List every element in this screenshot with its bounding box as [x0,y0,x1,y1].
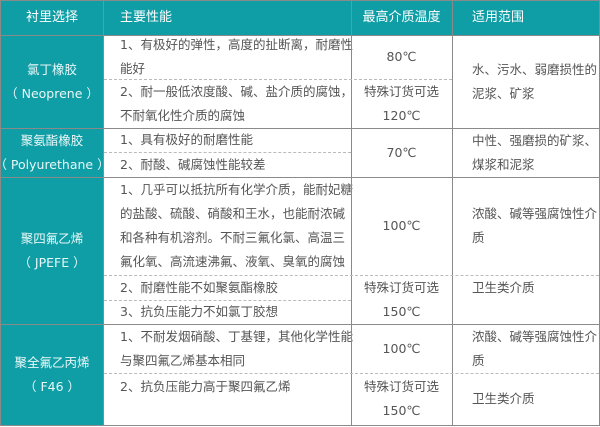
header-text: 主要性能 [120,10,173,25]
temperature-cell: 70℃ [351,128,452,177]
lining-code: （ F46 ） [23,378,81,394]
lining-name: 聚全氟乙丙烯 [14,354,90,370]
dashed-divider [104,300,351,301]
text-line: 卫生类介质 [472,391,535,406]
text-line: 特殊订货可选 [363,379,439,394]
application-cell: 卫生类介质 [452,373,599,425]
header-properties: 主要性能 [103,1,351,35]
lining-name: 聚四氟乙烯 [20,230,84,246]
text-line: 卫生类介质 [472,279,535,295]
property-cell: 3、抗负压能力不如氯丁胶想 [103,300,351,324]
text-line: 中性、强磨损的矿浆、 [472,132,598,148]
property-cell: 1、不耐发烟硝酸、丁基锂，其他化学性能 与聚四氟乙烯基本相同 [103,324,353,373]
application-cell: 浓酸、碱等强腐蚀性介质 [452,177,599,275]
temperature-cell: 100℃ [351,177,452,275]
text-line: 1、有极好的弹性，高度的扯断离，耐磨性 [120,37,353,52]
text-line: 2、耐酸、碱腐蚀性能较差 [120,156,266,172]
border [0,324,600,325]
border [0,177,600,178]
text-line: 70℃ [386,144,417,160]
property-cell: 2、耐一般低浓度酸、碱、盐介质的腐蚀， 不耐氧化性介质的腐蚀 [103,79,353,128]
application-cell: 中性、强磨损的矿浆、 煤浆和泥浆 [452,128,599,177]
text-line: 150℃ [382,403,421,418]
property-cell: 2、耐磨性能不如聚氨酯橡胶 [103,275,351,300]
header-lining: 衬里选择 [1,1,103,35]
lining-code: （ JPEFE ） [18,254,86,270]
text-line: 100℃ [382,218,421,233]
text-line: 80℃ [386,49,417,64]
lining-ptfe: 聚四氟乙烯 （ JPEFE ） [1,177,103,324]
lining-polyurethane: 聚氨酯橡胶 （ Polyurethane ） [0,128,110,177]
text-line: 3、抗负压能力不如氯丁胶想 [120,304,278,319]
header-text: 衬里选择 [25,10,78,25]
lining-f46: 聚全氟乙丙烯 （ F46 ） [1,324,103,425]
border [0,425,600,426]
header-application: 适用范围 [452,1,599,35]
text-line: 氟化氧、高流速沸氟、液氧、臭氧的腐蚀 [120,254,346,269]
border [0,35,600,36]
border [0,128,600,129]
text-line: 不耐氧化性介质的腐蚀 [120,107,246,123]
text-line: 煤浆和泥浆 [472,156,535,172]
text-line: 100℃ [382,340,421,356]
property-cell: 2、抗负压能力高于聚四氟乙烯 [103,373,351,425]
header-temperature: 最高介质温度 [351,1,452,35]
text-line: 的盐酸、硫酸、硝酸和王水，也能耐浓碱 [120,206,346,221]
border [452,0,453,426]
property-cell: 1、具有极好的耐磨性能 [103,128,351,152]
text-line: 120℃ [382,107,421,123]
text-line: 和各种有机溶剂。不耐三氟化氯、高温三 [120,230,346,245]
temperature-cell: 100℃ [351,324,452,373]
border [103,0,104,426]
border [351,0,352,426]
dashed-divider [104,373,599,374]
text-line: 2、耐磨性能不如聚氨酯橡胶 [120,279,278,295]
text-line: 质 [472,230,485,245]
header-text: 最高介质温度 [362,10,441,25]
text-line: 1、不耐发烟硝酸、丁基锂，其他化学性能 [120,328,353,344]
dashed-divider [104,79,452,80]
border [0,0,1,426]
dashed-divider [104,275,599,276]
text-line: 150℃ [382,303,421,319]
border [0,0,600,1]
text-line: 特殊订货可选 [363,83,439,99]
temperature-cell: 特殊订货可选 150℃ [351,275,452,324]
temperature-cell: 80℃ [351,35,452,79]
lining-code: （ Neoprene ） [5,85,99,101]
property-cell: 2、耐酸、碱腐蚀性能较差 [103,152,351,177]
lining-code: （ Polyurethane ） [0,156,110,172]
lining-neoprene: 氯丁橡胶 （ Neoprene ） [1,35,103,128]
text-line: 质 [472,352,485,368]
property-cell: 1、有极好的弹性，高度的扯断离，耐磨性 能好 [103,35,353,79]
temperature-cell: 特殊订货可选 150℃ [351,373,452,425]
text-line: 与聚四氟乙烯基本相同 [120,352,246,368]
application-cell: 卫生类介质 [452,275,599,300]
application-cell: 浓酸、碱等强腐蚀性介质 [452,324,599,373]
lining-name: 氯丁橡胶 [26,61,77,77]
text-line: 能好 [120,61,146,76]
text-line: 水、污水、弱磨损性的 [472,61,598,77]
dashed-divider [104,152,351,153]
temperature-cell: 特殊订货可选 120℃ [351,79,452,128]
property-cell: 1、几乎可以抵抗所有化学介质，能耐妃糖 的盐酸、硫酸、硝酸和王水，也能耐浓碱 和各种… [103,177,353,275]
text-line: 浓酸、碱等强腐蚀性介 [472,328,598,344]
header-text: 适用范围 [472,10,525,25]
lining-name: 聚氨酯橡胶 [20,132,84,148]
text-line: 2、耐一般低浓度酸、碱、盐介质的腐蚀， [120,83,353,99]
text-line: 1、几乎可以抵抗所有化学介质，能耐妃糖 [120,182,353,197]
text-line: 特殊订货可选 [363,279,439,295]
text-line: 2、抗负压能力高于聚四氟乙烯 [120,379,291,394]
application-cell: 水、污水、弱磨损性的 泥浆、矿浆 [452,35,599,128]
text-line: 泥浆、矿浆 [472,85,535,101]
text-line: 1、具有极好的耐磨性能 [120,132,253,147]
text-line: 浓酸、碱等强腐蚀性介 [472,206,598,221]
